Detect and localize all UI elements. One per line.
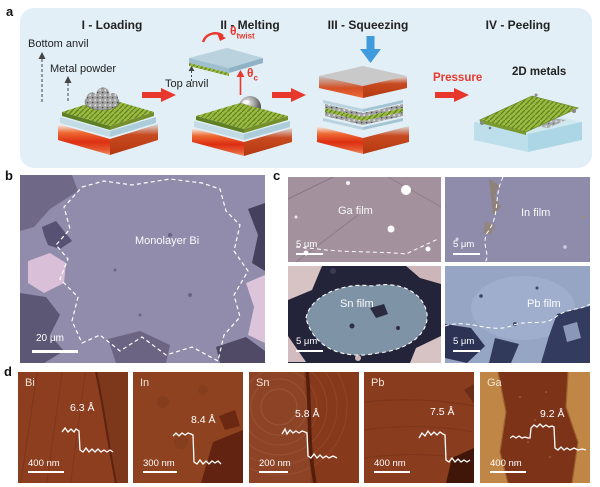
pointer-line-metal-powder [64, 76, 72, 102]
afm-image-pb: Pb 7.5 Å 400 nm [364, 372, 474, 483]
pressure-label: Pressure [433, 72, 483, 84]
panel-d-label: d [4, 364, 12, 379]
theta-c-label: θc [247, 66, 258, 83]
melting-stack-illustration [192, 96, 292, 156]
pb-film-features [445, 276, 590, 363]
scale-bar-text: 5 μm [453, 239, 475, 250]
step-height-label: 7.5 Å [430, 406, 455, 418]
contact-angle-arrow-icon [236, 70, 245, 95]
sn-film-text: Sn film [340, 298, 374, 310]
scale-bar-text: 5 μm [453, 336, 475, 347]
scale-bar [32, 350, 78, 353]
afm-image-bi: Bi 6.3 Å 400 nm [18, 372, 128, 483]
scale-bar-text: 400 nm [374, 458, 406, 469]
afm-element-label: In [140, 377, 150, 389]
step-height-label: 6.3 Å [70, 402, 95, 414]
scale-bar [296, 350, 323, 352]
loading-stack-illustration [58, 87, 158, 155]
afm-element-label: Bi [25, 377, 35, 389]
sn-film-features [288, 266, 441, 363]
afm-pb-features [364, 384, 474, 483]
afm-ga-features [480, 372, 590, 483]
scale-bar-text: 200 nm [259, 458, 291, 469]
scale-bar [374, 471, 410, 473]
theta-twist-label: θtwist [230, 24, 255, 41]
process-arrow-icon [435, 88, 469, 102]
scale-bar [296, 253, 323, 255]
scale-bar-text: 5 μm [296, 239, 318, 250]
sn-film-micrograph: Sn film 5 μm [288, 266, 441, 363]
top-anvil-illustration [189, 48, 263, 76]
metal-powder-label: Metal powder [50, 63, 117, 75]
step-height-label: 9.2 Å [540, 408, 565, 420]
process-arrow-icon [272, 88, 306, 102]
afm-image-sn: Sn 5.8 Å 200 nm [249, 372, 359, 483]
top-anvil-label: Top anvil [165, 78, 209, 90]
scale-bar-text: 400 nm [490, 458, 522, 469]
stage-title-peeling: IV - Peeling [485, 18, 551, 32]
step-height-label: 5.8 Å [295, 408, 320, 420]
pointer-line-top-anvil [188, 66, 195, 81]
ga-film-text: Ga film [338, 205, 373, 217]
pointer-line-bottom-anvil [38, 52, 46, 102]
scale-bar [453, 253, 480, 255]
afm-in-features [157, 385, 243, 483]
stage-title-melting: II - Melting [220, 18, 280, 32]
twist-arrow-icon [201, 32, 226, 43]
scale-bar [490, 471, 526, 473]
scale-bar-text: 20 μm [36, 333, 64, 344]
panel-a-label: a [6, 4, 14, 19]
afm-element-label: Ga [487, 377, 502, 389]
stage-title-loading: I - Loading [81, 18, 143, 32]
panel-a-schematic: I - Loading II - Melting III - Squeezing… [20, 8, 592, 168]
peeling-stack-illustration [474, 93, 582, 152]
panel-c-label: c [273, 168, 281, 183]
scale-bar [28, 471, 64, 473]
monolayer-bi-features [20, 175, 265, 363]
afm-element-label: Pb [371, 377, 385, 389]
scale-bar [259, 471, 288, 473]
step-height-label: 8.4 Å [191, 414, 216, 426]
in-film-micrograph: In film 5 μm [445, 177, 590, 262]
scale-bar-text: 300 nm [143, 458, 175, 469]
in-film-text: In film [521, 207, 551, 219]
monolayer-bi-text: Monolayer Bi [135, 235, 200, 247]
pb-film-micrograph: Pb film 5 μm [445, 266, 590, 363]
afm-element-label: Sn [256, 377, 270, 389]
2d-metals-label: 2D metals [512, 66, 567, 78]
in-film-features [455, 177, 585, 262]
pb-film-text: Pb film [527, 298, 561, 310]
afm-bi-features [20, 372, 128, 483]
scale-bar [453, 350, 480, 352]
panel-b-label: b [5, 168, 13, 183]
scale-bar-text: 5 μm [296, 336, 318, 347]
process-arrow-icon [142, 88, 176, 102]
ga-film-micrograph: Ga film 5 μm [288, 177, 441, 262]
scale-bar-text: 400 nm [28, 458, 60, 469]
afm-image-ga: Ga 9.2 Å 400 nm [480, 372, 590, 483]
compression-arrow-icon [360, 36, 381, 63]
afm-sn-features [249, 372, 348, 483]
bottom-anvil-label: Bottom anvil [28, 38, 89, 50]
scale-bar [143, 471, 177, 473]
stage-title-squeezing: III - Squeezing [327, 18, 409, 32]
squeezing-stack-illustration [317, 66, 409, 154]
monolayer-bi-micrograph: Monolayer Bi 20 μm [20, 175, 265, 363]
afm-image-in: In 8.4 Å 300 nm [133, 372, 243, 483]
